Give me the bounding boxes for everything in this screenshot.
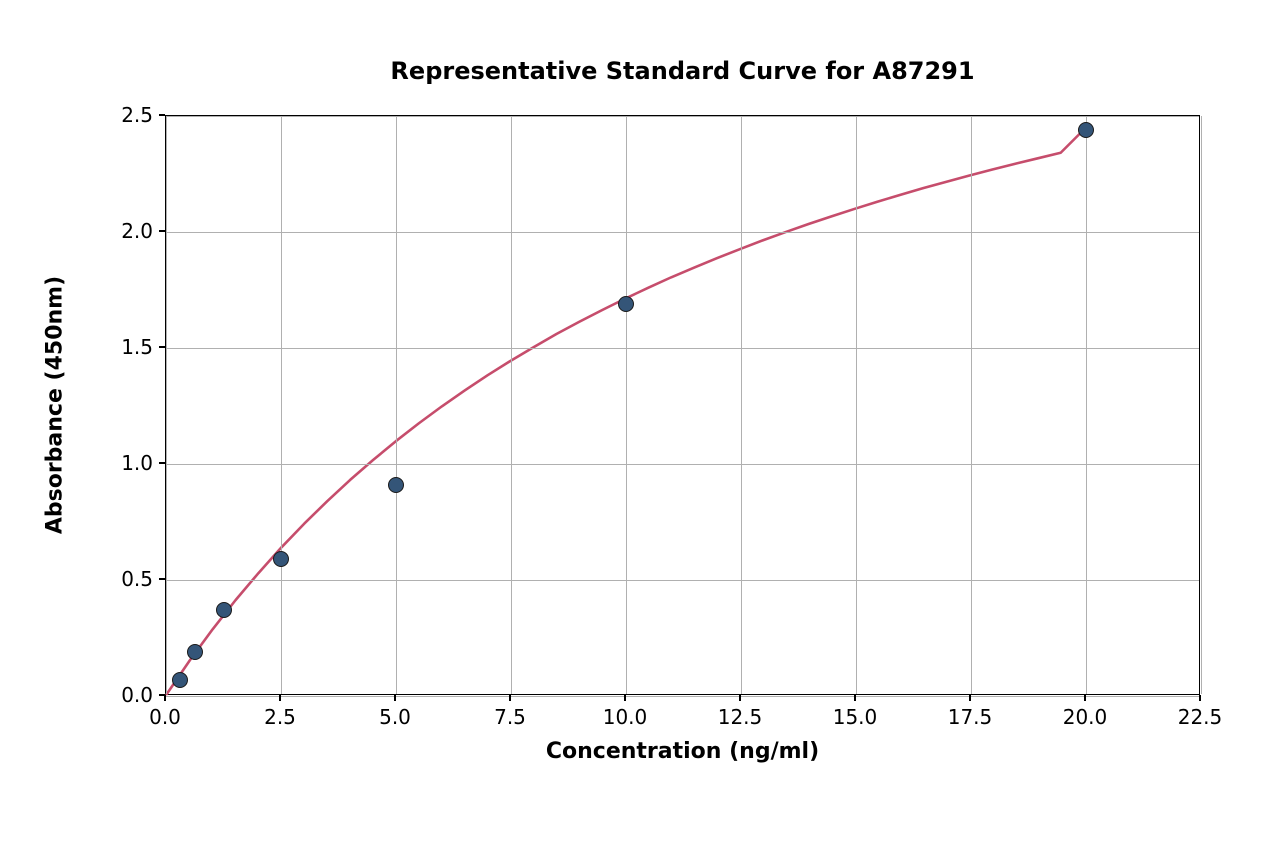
- grid-line-v: [971, 116, 972, 694]
- y-tick-mark: [159, 578, 165, 580]
- x-tick-label: 15.0: [833, 705, 878, 729]
- data-point: [187, 644, 203, 660]
- grid-line-v: [1086, 116, 1087, 694]
- x-tick-mark: [279, 695, 281, 701]
- chart-title: Representative Standard Curve for A87291: [390, 57, 974, 85]
- grid-line-v: [511, 116, 512, 694]
- x-tick-mark: [969, 695, 971, 701]
- x-tick-label: 5.0: [379, 705, 411, 729]
- grid-line-v: [396, 116, 397, 694]
- grid-line-v: [166, 116, 167, 694]
- y-tick-mark: [159, 114, 165, 116]
- x-tick-mark: [1084, 695, 1086, 701]
- grid-line-h: [166, 464, 1199, 465]
- y-axis-label: Absorbance (450nm): [43, 276, 68, 534]
- x-tick-label: 12.5: [718, 705, 763, 729]
- grid-line-v: [1201, 116, 1202, 694]
- x-tick-mark: [1199, 695, 1201, 701]
- x-tick-mark: [509, 695, 511, 701]
- figure: Representative Standard Curve for A87291…: [0, 0, 1280, 845]
- y-tick-label: 1.5: [121, 335, 153, 359]
- y-tick-label: 0.5: [121, 567, 153, 591]
- x-tick-mark: [739, 695, 741, 701]
- x-tick-mark: [624, 695, 626, 701]
- data-point: [172, 672, 188, 688]
- x-tick-label: 20.0: [1063, 705, 1108, 729]
- data-point: [216, 602, 232, 618]
- x-axis-label: Concentration (ng/ml): [546, 739, 819, 764]
- y-tick-label: 2.5: [121, 103, 153, 127]
- x-tick-label: 0.0: [149, 705, 181, 729]
- grid-line-h: [166, 696, 1199, 697]
- x-tick-mark: [164, 695, 166, 701]
- y-tick-label: 2.0: [121, 219, 153, 243]
- data-point: [388, 477, 404, 493]
- x-tick-label: 2.5: [264, 705, 296, 729]
- grid-line-h: [166, 580, 1199, 581]
- y-tick-mark: [159, 462, 165, 464]
- x-tick-label: 10.0: [603, 705, 648, 729]
- x-tick-mark: [854, 695, 856, 701]
- grid-line-v: [741, 116, 742, 694]
- grid-line-v: [856, 116, 857, 694]
- data-point: [618, 296, 634, 312]
- x-tick-label: 7.5: [494, 705, 526, 729]
- data-point: [273, 551, 289, 567]
- grid-line-h: [166, 116, 1199, 117]
- grid-line-h: [166, 232, 1199, 233]
- y-tick-label: 0.0: [121, 683, 153, 707]
- grid-line-v: [626, 116, 627, 694]
- grid-line-h: [166, 348, 1199, 349]
- data-point: [1078, 122, 1094, 138]
- plot-area: [165, 115, 1200, 695]
- x-tick-mark: [394, 695, 396, 701]
- x-tick-label: 17.5: [948, 705, 993, 729]
- y-tick-mark: [159, 230, 165, 232]
- grid-line-v: [281, 116, 282, 694]
- y-tick-label: 1.0: [121, 451, 153, 475]
- y-tick-mark: [159, 346, 165, 348]
- fitted-curve: [166, 116, 1199, 694]
- x-tick-label: 22.5: [1178, 705, 1223, 729]
- y-tick-mark: [159, 694, 165, 696]
